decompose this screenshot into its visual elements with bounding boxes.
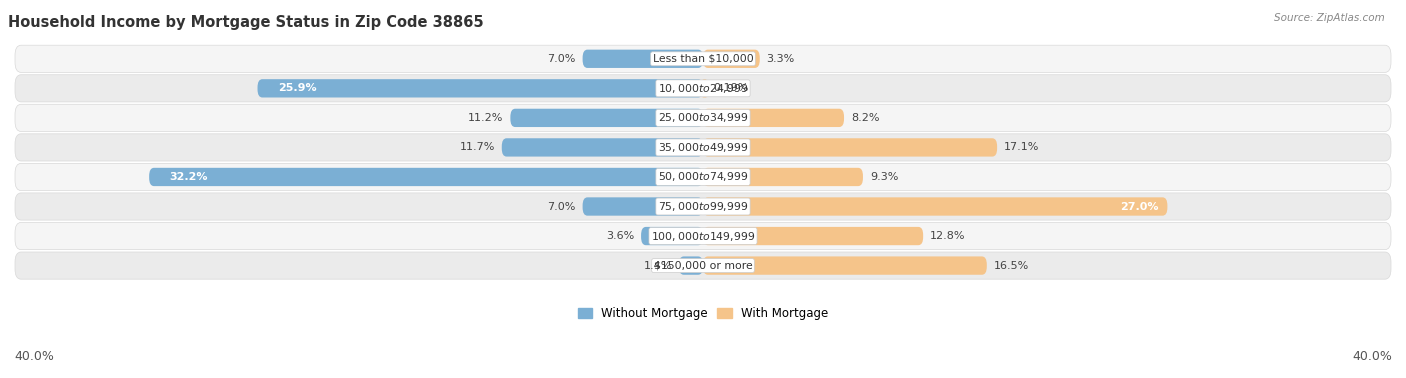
Text: 12.8%: 12.8% xyxy=(929,231,966,241)
FancyBboxPatch shape xyxy=(15,193,1391,220)
FancyBboxPatch shape xyxy=(703,50,759,68)
FancyBboxPatch shape xyxy=(703,197,1167,216)
Text: 11.2%: 11.2% xyxy=(468,113,503,123)
FancyBboxPatch shape xyxy=(15,45,1391,72)
FancyBboxPatch shape xyxy=(582,197,703,216)
FancyBboxPatch shape xyxy=(703,227,924,245)
Text: Household Income by Mortgage Status in Zip Code 38865: Household Income by Mortgage Status in Z… xyxy=(8,15,484,30)
Text: 0.19%: 0.19% xyxy=(713,83,748,93)
Text: $25,000 to $34,999: $25,000 to $34,999 xyxy=(658,112,748,124)
Text: 27.0%: 27.0% xyxy=(1121,201,1159,212)
FancyBboxPatch shape xyxy=(703,256,987,275)
FancyBboxPatch shape xyxy=(582,50,703,68)
Text: 40.0%: 40.0% xyxy=(14,350,53,363)
Text: 17.1%: 17.1% xyxy=(1004,143,1039,152)
Text: 7.0%: 7.0% xyxy=(547,201,575,212)
Text: $10,000 to $24,999: $10,000 to $24,999 xyxy=(658,82,748,95)
FancyBboxPatch shape xyxy=(15,104,1391,132)
FancyBboxPatch shape xyxy=(703,109,844,127)
Text: 25.9%: 25.9% xyxy=(278,83,316,93)
FancyBboxPatch shape xyxy=(703,168,863,186)
Text: 3.3%: 3.3% xyxy=(766,54,794,64)
FancyBboxPatch shape xyxy=(15,134,1391,161)
Text: 8.2%: 8.2% xyxy=(851,113,879,123)
FancyBboxPatch shape xyxy=(502,138,703,156)
Text: Less than $10,000: Less than $10,000 xyxy=(652,54,754,64)
Text: 32.2%: 32.2% xyxy=(170,172,208,182)
Text: 9.3%: 9.3% xyxy=(870,172,898,182)
Text: 16.5%: 16.5% xyxy=(994,260,1029,271)
Legend: Without Mortgage, With Mortgage: Without Mortgage, With Mortgage xyxy=(574,303,832,325)
Text: 1.4%: 1.4% xyxy=(644,260,672,271)
Text: $100,000 to $149,999: $100,000 to $149,999 xyxy=(651,229,755,243)
FancyBboxPatch shape xyxy=(15,75,1391,102)
Text: $35,000 to $49,999: $35,000 to $49,999 xyxy=(658,141,748,154)
FancyBboxPatch shape xyxy=(679,256,703,275)
Text: 7.0%: 7.0% xyxy=(547,54,575,64)
Text: $75,000 to $99,999: $75,000 to $99,999 xyxy=(658,200,748,213)
FancyBboxPatch shape xyxy=(510,109,703,127)
FancyBboxPatch shape xyxy=(15,252,1391,279)
FancyBboxPatch shape xyxy=(149,168,703,186)
FancyBboxPatch shape xyxy=(641,227,703,245)
FancyBboxPatch shape xyxy=(702,79,707,98)
FancyBboxPatch shape xyxy=(703,138,997,156)
FancyBboxPatch shape xyxy=(15,163,1391,191)
Text: $50,000 to $74,999: $50,000 to $74,999 xyxy=(658,170,748,183)
Text: 40.0%: 40.0% xyxy=(1353,350,1392,363)
Text: $150,000 or more: $150,000 or more xyxy=(654,260,752,271)
FancyBboxPatch shape xyxy=(257,79,703,98)
FancyBboxPatch shape xyxy=(15,223,1391,249)
Text: Source: ZipAtlas.com: Source: ZipAtlas.com xyxy=(1274,13,1385,23)
Text: 3.6%: 3.6% xyxy=(606,231,634,241)
Text: 11.7%: 11.7% xyxy=(460,143,495,152)
